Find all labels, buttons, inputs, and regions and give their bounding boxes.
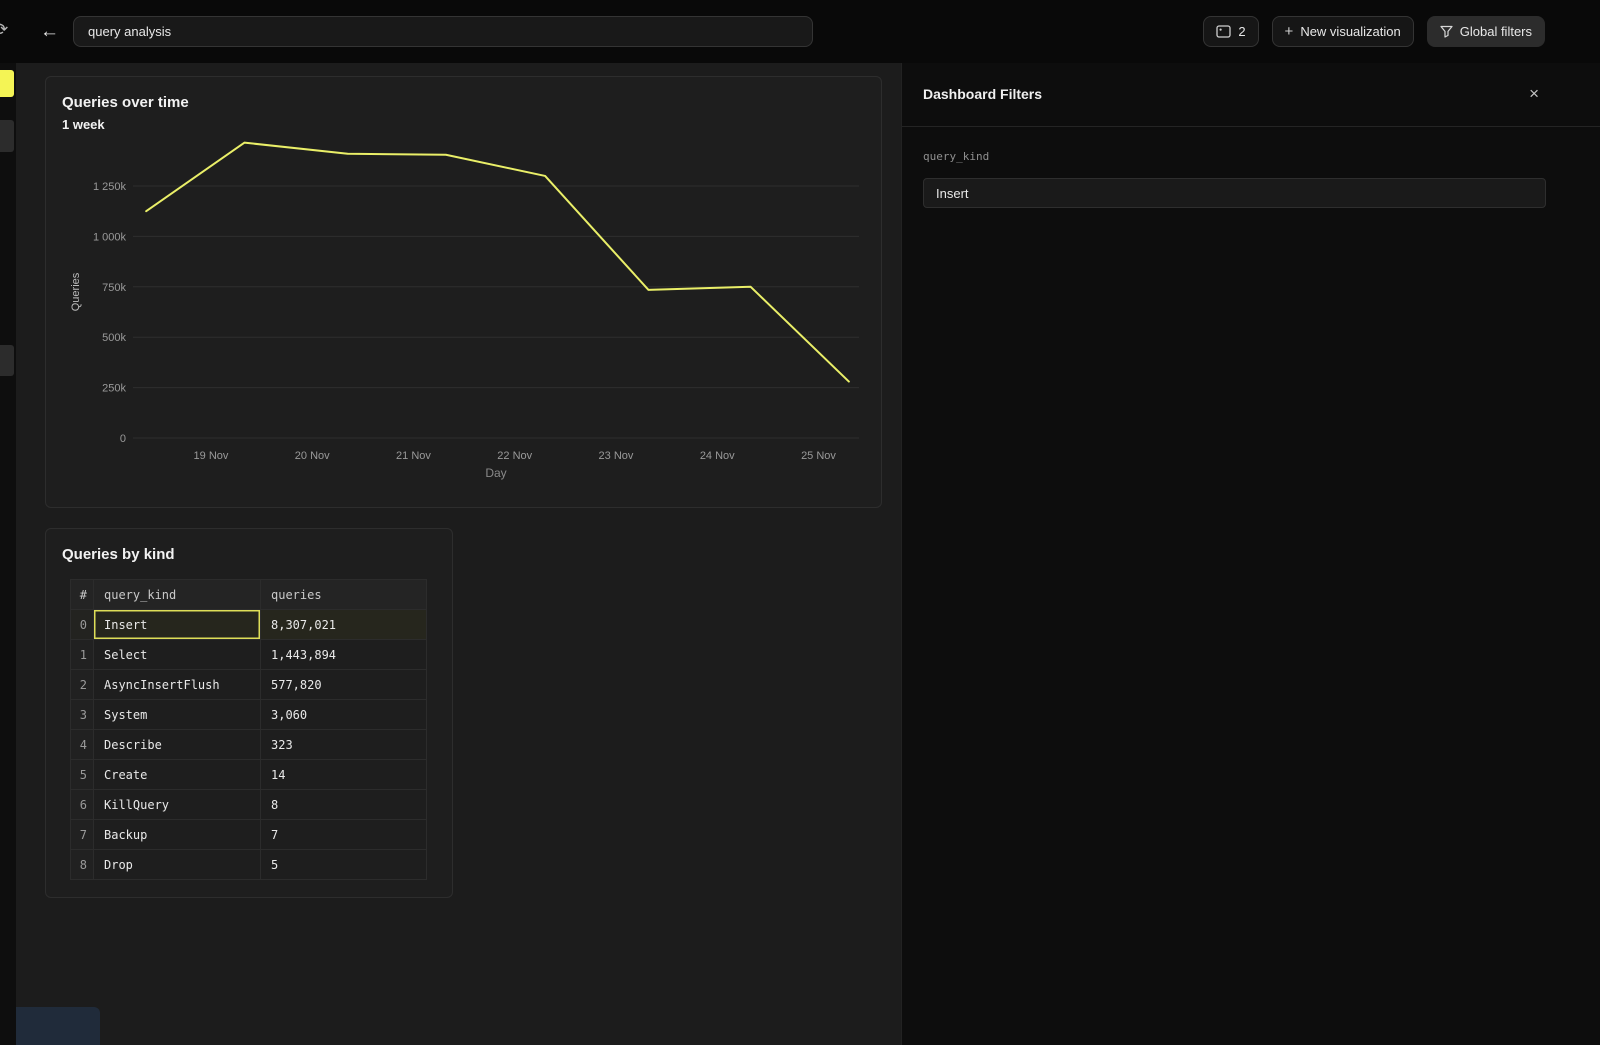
topbar-actions: 2 + New visualization Global filters (1203, 16, 1545, 47)
filters-panel-header: Dashboard Filters × (902, 63, 1600, 127)
svg-text:Day: Day (485, 466, 506, 480)
row-index: 8 (70, 849, 94, 880)
cell-query-kind[interactable]: Describe (93, 729, 261, 760)
cell-query-kind[interactable]: Drop (93, 849, 261, 880)
cell-queries[interactable]: 323 (260, 729, 427, 760)
svg-text:Queries: Queries (70, 272, 82, 311)
svg-text:0: 0 (120, 433, 126, 445)
rail-item[interactable] (0, 345, 14, 376)
queries-by-kind-table: # query_kind queries 0 Insert 8,307,021 1 Sele… (70, 579, 427, 880)
panels-icon (1216, 25, 1231, 38)
cell-queries[interactable]: 577,820 (260, 669, 427, 700)
cell-query-kind[interactable]: System (93, 699, 261, 730)
svg-text:500k: 500k (102, 332, 126, 344)
left-rail (0, 63, 16, 1045)
chart-title: Queries over time (62, 94, 189, 111)
svg-text:21 Nov: 21 Nov (396, 450, 431, 462)
cell-queries[interactable]: 5 (260, 849, 427, 880)
cell-query-kind[interactable]: KillQuery (93, 789, 261, 820)
svg-text:25 Nov: 25 Nov (801, 450, 836, 462)
new-visualization-label: New visualization (1300, 24, 1401, 39)
cell-query-kind[interactable]: Create (93, 759, 261, 790)
svg-text:20 Nov: 20 Nov (295, 450, 330, 462)
dashboard-filters-panel: Dashboard Filters × query_kind (901, 63, 1600, 1045)
table-row: 2 AsyncInsertFlush 577,820 (70, 669, 427, 700)
cell-query-kind[interactable]: AsyncInsertFlush (93, 669, 261, 700)
new-visualization-button[interactable]: + New visualization (1271, 16, 1414, 47)
table-row: 1 Select 1,443,894 (70, 639, 427, 670)
cell-query-kind[interactable]: Backup (93, 819, 261, 850)
svg-text:22 Nov: 22 Nov (497, 450, 532, 462)
chart-subtitle: 1 week (62, 117, 105, 132)
cell-query-kind[interactable]: Select (93, 639, 261, 670)
close-icon[interactable]: × (1525, 81, 1543, 106)
refresh-icon[interactable]: ⟳ (0, 20, 9, 39)
queries-over-time-card[interactable]: 0 250k 500k 750k 1 000k 1 250k 19 Nov 20 Nov 21 … (45, 76, 882, 508)
table-row: 0 Insert 8,307,021 (70, 609, 427, 640)
row-index: 0 (70, 609, 94, 640)
global-filters-button[interactable]: Global filters (1426, 16, 1545, 47)
svg-text:24 Nov: 24 Nov (700, 450, 735, 462)
table-row: 6 KillQuery 8 (70, 789, 427, 820)
svg-text:1 250k: 1 250k (93, 181, 127, 193)
svg-text:1 000k: 1 000k (93, 231, 127, 243)
table-title: Queries by kind (62, 546, 175, 563)
visualization-count-button[interactable]: 2 (1203, 16, 1259, 47)
filter-field-label: query_kind (923, 150, 990, 163)
table-row: 4 Describe 323 (70, 729, 427, 760)
cell-queries[interactable]: 8,307,021 (260, 609, 427, 640)
table-row: 8 Drop 5 (70, 849, 427, 880)
dashboard-title-input[interactable] (73, 16, 813, 47)
global-filters-label: Global filters (1459, 24, 1532, 39)
query-kind-filter-input[interactable] (923, 178, 1546, 208)
funnel-icon (1440, 25, 1453, 38)
plus-icon: + (1284, 23, 1294, 40)
rail-item[interactable] (0, 120, 14, 152)
dashboard-canvas: 0 250k 500k 750k 1 000k 1 250k 19 Nov 20 Nov 21 … (16, 63, 901, 1045)
cell-queries[interactable]: 8 (260, 789, 427, 820)
queries-over-time-chart[interactable]: 0 250k 500k 750k 1 000k 1 250k 19 Nov 20 Nov 21 … (46, 77, 881, 507)
content-layout: 0 250k 500k 750k 1 000k 1 250k 19 Nov 20 Nov 21 … (0, 63, 1600, 1045)
cell-queries[interactable]: 7 (260, 819, 427, 850)
back-button[interactable]: ← (36, 20, 63, 43)
bottom-left-panel[interactable] (16, 1007, 100, 1045)
column-header-query_kind[interactable]: query_kind (93, 579, 261, 610)
row-index: 5 (70, 759, 94, 790)
svg-text:19 Nov: 19 Nov (194, 450, 229, 462)
cell-queries[interactable]: 1,443,894 (260, 639, 427, 670)
table-row: 3 System 3,060 (70, 699, 427, 730)
table-row: 7 Backup 7 (70, 819, 427, 850)
queries-by-kind-card[interactable]: Queries by kind # query_kind queries 0 Inse… (45, 528, 453, 898)
column-header-[interactable]: # (70, 579, 94, 610)
cell-queries[interactable]: 3,060 (260, 699, 427, 730)
row-index: 6 (70, 789, 94, 820)
table-row: 5 Create 14 (70, 759, 427, 790)
svg-text:23 Nov: 23 Nov (599, 450, 634, 462)
column-header-queries[interactable]: queries (260, 579, 427, 610)
row-index: 3 (70, 699, 94, 730)
rail-item-active[interactable] (0, 70, 14, 97)
cell-queries[interactable]: 14 (260, 759, 427, 790)
topbar: ⟳ ← 2 + New visualization (0, 0, 1600, 63)
cell-query-kind[interactable]: Insert (93, 609, 261, 640)
chart-line-queries (145, 141, 850, 383)
table-header-row: # query_kind queries (70, 579, 427, 610)
row-index: 1 (70, 639, 94, 670)
row-index: 7 (70, 819, 94, 850)
svg-text:250k: 250k (102, 383, 126, 395)
filters-panel-title: Dashboard Filters (923, 86, 1043, 102)
row-index: 2 (70, 669, 94, 700)
visualization-count-label: 2 (1238, 24, 1246, 39)
svg-text:750k: 750k (102, 282, 126, 294)
row-index: 4 (70, 729, 94, 760)
